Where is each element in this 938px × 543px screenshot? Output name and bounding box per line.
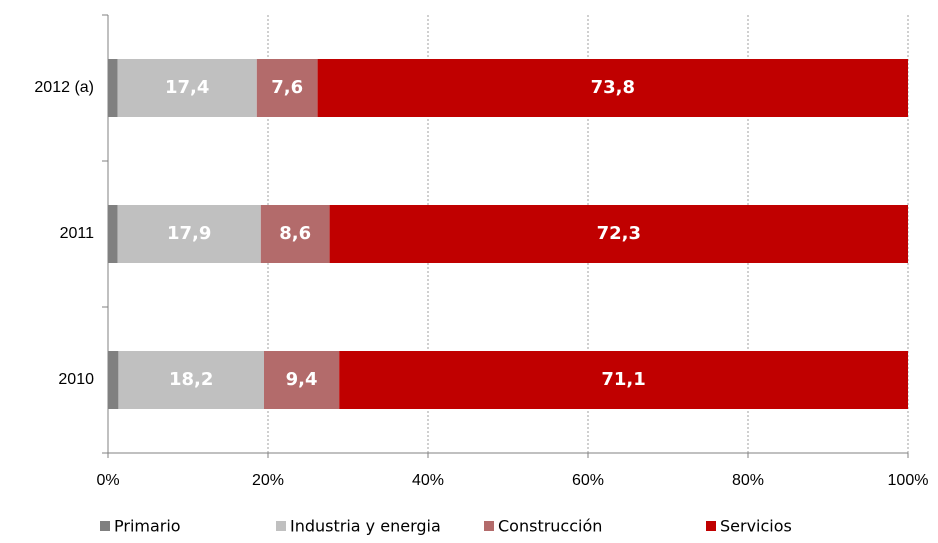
legend-swatch xyxy=(706,521,716,531)
bar-segment xyxy=(108,59,118,117)
bar-segment xyxy=(329,205,909,263)
x-tick-label: 60% xyxy=(572,472,604,489)
data-label: 18,2 xyxy=(169,369,213,390)
data-label: 7,6 xyxy=(271,77,303,98)
legend-swatch xyxy=(484,521,494,531)
data-label: 9,4 xyxy=(286,369,318,390)
x-tick-label: 20% xyxy=(252,472,284,489)
bar-segment xyxy=(108,351,119,409)
data-label: 17,4 xyxy=(165,77,209,98)
legend-label: Industria y energia xyxy=(290,517,441,536)
bar-segment xyxy=(108,205,118,263)
legend-label: Construcción xyxy=(498,517,602,536)
legend-swatch xyxy=(276,521,286,531)
legend-label: Primario xyxy=(114,517,181,536)
data-label: 71,1 xyxy=(601,369,645,390)
bar-segment xyxy=(264,351,340,409)
legend-swatch xyxy=(100,521,110,531)
legend-label: Servicios xyxy=(720,517,792,536)
data-label: 72,3 xyxy=(597,223,641,244)
x-tick-label: 40% xyxy=(412,472,444,489)
bar-segment xyxy=(118,351,265,409)
y-tick-label: 2012 (a) xyxy=(34,79,94,96)
bar-segment xyxy=(260,205,330,263)
bar-segment xyxy=(256,59,318,117)
bar-segment xyxy=(317,59,909,117)
x-tick-label: 0% xyxy=(96,472,119,489)
bar-segment xyxy=(339,351,908,409)
data-label: 73,8 xyxy=(591,77,635,98)
bar-segment xyxy=(117,205,261,263)
bar-segment xyxy=(117,59,257,117)
x-tick-label: 100% xyxy=(888,472,929,489)
y-tick-label: 2010 xyxy=(58,371,94,388)
x-tick-label: 80% xyxy=(732,472,764,489)
y-tick-label: 2011 xyxy=(60,225,95,242)
data-label: 8,6 xyxy=(279,223,311,244)
data-label: 17,9 xyxy=(167,223,211,244)
